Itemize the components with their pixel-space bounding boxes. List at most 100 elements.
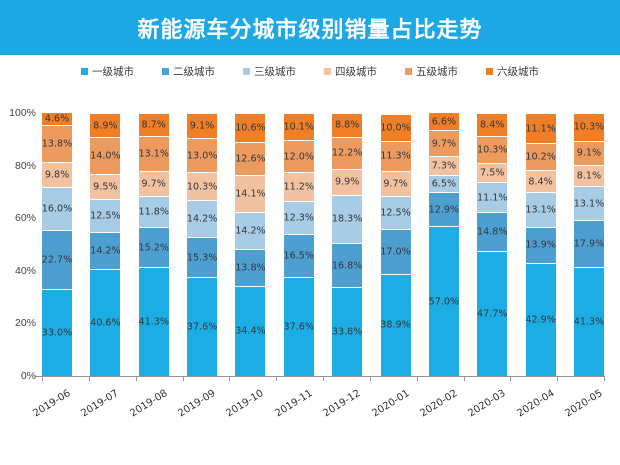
x-axis-tick: 2019-08 — [128, 385, 169, 445]
bar-segment[interactable]: 8.9% — [90, 113, 121, 138]
bar-segment[interactable]: 9.5% — [90, 174, 121, 200]
stacked-bar[interactable]: 11.1% 10.2% 8.4% 13.1% 13.9% 42.9% — [525, 113, 556, 376]
bar-segment[interactable]: 12.5% — [90, 199, 121, 232]
bar-segment[interactable]: 6.6% — [428, 113, 459, 131]
bar-segment[interactable]: 6.5% — [428, 175, 459, 193]
bar-segment-value: 12.3% — [283, 212, 315, 224]
bar-segment[interactable]: 15.2% — [138, 227, 169, 268]
legend-item[interactable]: 四级城市 — [324, 64, 377, 79]
bar-segment[interactable]: 14.1% — [235, 174, 266, 212]
stacked-bar[interactable]: 8.4% 10.3% 7.5% 11.1% 14.8% 47.7% — [477, 113, 507, 376]
stacked-bar[interactable]: 10.3% 9.1% 8.1% 13.1% 17.9% 41.3% — [574, 113, 604, 376]
bar-segment[interactable]: 13.8% — [42, 125, 72, 162]
stacked-bar[interactable]: 4.6% 13.8% 9.8% 16.0% 22.7% 33.0% — [42, 113, 72, 376]
bar-segment-value: 8.1% — [576, 170, 602, 182]
bar-segment[interactable]: 10.3% — [187, 172, 217, 200]
bar-segment[interactable]: 9.1% — [573, 140, 604, 165]
bar-segment[interactable]: 17.0% — [380, 229, 411, 274]
bar-segment[interactable]: 33.8% — [332, 287, 362, 376]
bar-segment[interactable]: 8.7% — [138, 113, 169, 137]
stacked-bar[interactable]: 8.8% 12.2% 9.9% 18.3% 16.8% 33.8% — [332, 113, 362, 376]
bar-segment[interactable]: 10.2% — [525, 143, 556, 171]
bar-segment-value: 18.3% — [331, 213, 363, 225]
bar-segment[interactable]: 13.8% — [235, 249, 266, 286]
bar-segment[interactable]: 57.0% — [429, 226, 459, 376]
bar-segment[interactable]: 13.0% — [187, 138, 217, 173]
bar-segment[interactable]: 12.9% — [429, 192, 459, 227]
stacked-bar[interactable]: 6.6% 9.7% 7.3% 6.5% 12.9% 57.0% — [429, 113, 459, 376]
bar-segment[interactable]: 8.1% — [573, 164, 604, 186]
bar-segment[interactable]: 9.7% — [380, 170, 411, 197]
stacked-bar[interactable]: 10.1% 12.0% 11.2% 12.3% 16.5% 37.6% — [284, 113, 314, 376]
legend-item-label: 二级城市 — [173, 65, 215, 78]
legend-item[interactable]: 一级城市 — [81, 64, 134, 79]
bar-segment[interactable]: 15.3% — [187, 236, 217, 278]
bar-segment-value: 12.5% — [380, 207, 411, 219]
bar-segment[interactable]: 10.1% — [284, 113, 314, 141]
bar-segment[interactable]: 10.6% — [235, 113, 266, 142]
bar-segment[interactable]: 47.7% — [477, 250, 507, 376]
bar-segment[interactable]: 14.8% — [477, 211, 507, 251]
bar-segment[interactable]: 17.9% — [574, 220, 604, 268]
bar-segment[interactable]: 40.6% — [90, 269, 121, 376]
legend-item[interactable]: 三级城市 — [243, 64, 296, 79]
bar-segment[interactable]: 13.9% — [525, 226, 556, 264]
stacked-bar[interactable]: 10.6% 12.6% 14.1% 14.2% 13.8% 34.4% — [235, 113, 266, 376]
bar-segment[interactable]: 14.2% — [235, 211, 266, 250]
bar-segment[interactable]: 16.0% — [42, 187, 72, 230]
bar-segment[interactable]: 16.8% — [332, 242, 362, 288]
bar-segment[interactable]: 33.0% — [42, 289, 72, 376]
bar-segment[interactable]: 12.5% — [380, 196, 411, 229]
bar-segment[interactable]: 11.8% — [138, 196, 169, 228]
stacked-bar[interactable]: 8.7% 13.1% 9.7% 11.8% 15.2% 41.3% — [138, 113, 169, 376]
bar-segment[interactable]: 37.6% — [284, 277, 314, 376]
bar-segment-value: 8.8% — [334, 119, 360, 131]
bar-segment[interactable]: 14.0% — [90, 137, 121, 175]
bar-segment[interactable]: 42.9% — [525, 263, 556, 376]
bar-segment[interactable]: 11.1% — [525, 114, 556, 144]
bar-segment[interactable]: 9.1% — [187, 114, 218, 139]
bar-segment[interactable]: 4.6% — [42, 113, 72, 126]
axis-tick-mark — [276, 376, 278, 381]
bar-segment[interactable]: 8.4% — [477, 113, 508, 136]
bar-segment[interactable]: 34.4% — [235, 285, 266, 376]
legend-item[interactable]: 二级城市 — [162, 64, 215, 79]
bar-segment[interactable]: 12.2% — [332, 136, 362, 169]
bar-segment[interactable]: 12.0% — [284, 140, 314, 172]
bar-segment[interactable]: 9.9% — [332, 168, 363, 195]
bar-segment[interactable]: 13.1% — [525, 192, 556, 227]
legend-item[interactable]: 五级城市 — [405, 64, 458, 79]
bar-segment[interactable]: 9.7% — [138, 170, 169, 197]
bar-segment[interactable]: 9.7% — [428, 130, 459, 156]
stacked-bar[interactable]: 8.9% 14.0% 9.5% 12.5% 14.2% 40.6% — [90, 113, 121, 376]
bar-segment[interactable]: 41.3% — [574, 267, 604, 376]
stacked-bar[interactable]: 10.0% 11.3% 9.7% 12.5% 17.0% 38.9% — [380, 113, 411, 376]
bar-segment[interactable]: 11.3% — [380, 140, 411, 171]
bar-segment[interactable]: 10.0% — [380, 114, 411, 141]
bar-segment[interactable]: 16.5% — [284, 233, 314, 278]
bar-segment[interactable]: 7.5% — [477, 162, 508, 183]
bar-segment[interactable]: 12.6% — [235, 141, 266, 175]
bar-segment[interactable]: 13.1% — [574, 185, 604, 221]
bar-segment[interactable]: 37.6% — [187, 277, 217, 376]
bar-segment[interactable]: 12.3% — [283, 201, 315, 234]
bar-segment[interactable]: 10.3% — [477, 135, 507, 163]
bar-segment[interactable]: 8.4% — [525, 170, 556, 193]
legend-item[interactable]: 六级城市 — [486, 64, 539, 79]
bar-segment[interactable]: 7.3% — [428, 155, 459, 176]
bar-segment[interactable]: 11.1% — [477, 182, 507, 212]
bar-segment[interactable]: 8.8% — [332, 113, 363, 137]
bar-segment[interactable]: 11.2% — [284, 171, 314, 202]
bar-segment-value: 7.5% — [480, 167, 505, 179]
bar-segment[interactable]: 41.3% — [138, 267, 169, 376]
bar-segment[interactable]: 13.1% — [138, 136, 169, 171]
bar-segment[interactable]: 14.2% — [187, 199, 217, 237]
bar-segment[interactable]: 10.3% — [574, 113, 604, 141]
bar-segment[interactable]: 14.2% — [90, 231, 121, 270]
bar-segment[interactable]: 22.7% — [42, 229, 72, 290]
axis-tick-mark — [369, 376, 371, 381]
bar-segment[interactable]: 18.3% — [331, 194, 363, 243]
stacked-bar[interactable]: 9.1% 13.0% 10.3% 14.2% 15.3% 37.6% — [187, 113, 217, 376]
bar-segment[interactable]: 9.8% — [42, 161, 72, 188]
bar-segment[interactable]: 38.9% — [380, 273, 411, 376]
